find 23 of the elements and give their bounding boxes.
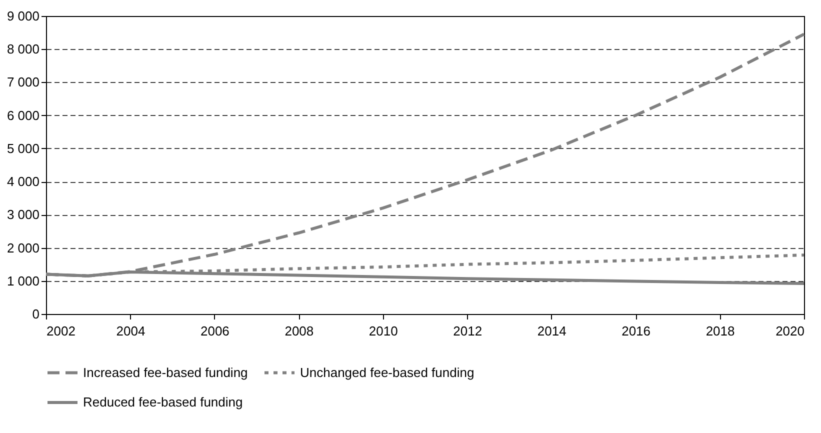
y-tick-label: 0 <box>32 306 40 322</box>
x-tick-label: 2008 <box>284 324 314 338</box>
y-tick-label: 4 000 <box>6 174 40 190</box>
y-tick-label: 1 000 <box>6 273 40 288</box>
x-tick-label: 2016 <box>622 324 651 338</box>
x-tick-label: 2014 <box>537 324 566 338</box>
y-tick-label: 6 000 <box>6 108 40 123</box>
legend-label: Increased fee-based funding <box>83 364 248 380</box>
y-tick-label: 2 000 <box>6 240 40 256</box>
x-tick-label: 2018 <box>706 324 735 338</box>
legend-label: Unchanged fee-based funding <box>300 364 474 380</box>
y-tick-label: 9 000 <box>6 8 40 24</box>
y-tick-label: 8 000 <box>6 42 40 57</box>
x-tick-label: 2002 <box>46 324 76 338</box>
y-tick-label: 5 000 <box>6 140 40 156</box>
x-tick-label: 2012 <box>453 324 482 338</box>
x-tick-label: 2010 <box>368 324 398 338</box>
legend-label: Reduced fee-based funding <box>83 394 243 410</box>
y-tick-label: 3 000 <box>6 207 40 222</box>
x-tick-label: 2020 <box>776 324 804 338</box>
x-tick-label: 2006 <box>200 324 230 338</box>
y-tick-label: 7 000 <box>6 74 40 90</box>
x-tick-label: 2004 <box>116 324 146 338</box>
